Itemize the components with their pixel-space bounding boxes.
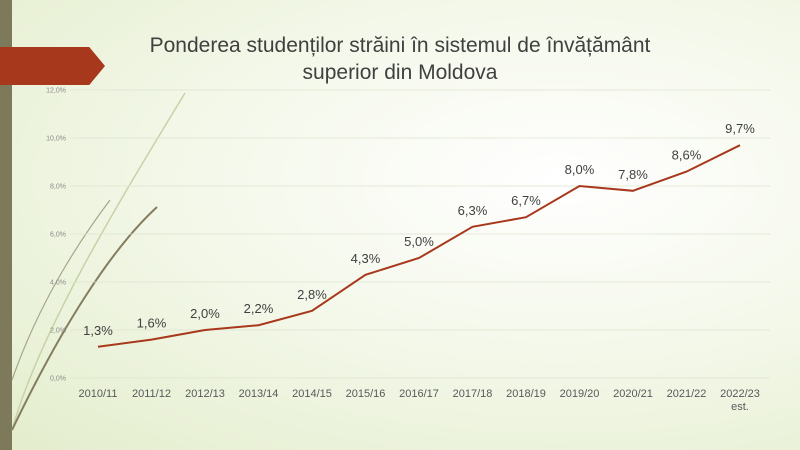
- decor-curve: [11, 199, 111, 381]
- y-tick-label: 4,0%: [50, 280, 66, 287]
- y-tick-label: 6,0%: [50, 232, 66, 239]
- decor-arrow: [0, 47, 105, 85]
- x-tick-label: 2015/16: [346, 388, 386, 400]
- x-tick-label: 2011/12: [132, 388, 171, 400]
- data-label: 6,3%: [458, 203, 488, 218]
- x-tick-label: 2018/19: [506, 388, 546, 400]
- data-label: 1,6%: [137, 316, 167, 331]
- y-tick-label: 2,0%: [50, 328, 66, 335]
- data-label: 1,3%: [83, 323, 113, 338]
- x-tick-label: 2014/15: [292, 388, 332, 400]
- data-label: 6,7%: [511, 193, 541, 208]
- decor-curve: [11, 206, 158, 431]
- data-label: 2,2%: [244, 301, 274, 316]
- x-tick-label: 2019/20: [560, 388, 600, 400]
- x-tick-label: 2017/18: [453, 388, 493, 400]
- data-label: 4,3%: [351, 251, 381, 266]
- decor-curve: [11, 92, 186, 431]
- x-tick-label: 2016/17: [399, 388, 439, 400]
- y-tick-label: 8,0%: [50, 184, 66, 191]
- x-tick-label: 2021/22: [667, 388, 707, 400]
- data-label: 8,6%: [672, 148, 702, 163]
- y-tick-label: 12,0%: [46, 88, 66, 95]
- data-label: 2,8%: [297, 287, 327, 302]
- x-tick-label: 2022/23: [720, 388, 760, 400]
- y-tick-label: 10,0%: [46, 136, 66, 143]
- x-tick-label: 2010/11: [79, 388, 118, 400]
- data-label: 9,7%: [725, 121, 755, 136]
- x-tick-label: est.: [731, 401, 749, 413]
- y-tick-label: 0,0%: [50, 376, 66, 383]
- x-tick-label: 2012/13: [185, 388, 225, 400]
- left-decor-bar: [0, 0, 12, 450]
- data-label: 2,0%: [190, 306, 220, 321]
- data-label: 8,0%: [565, 162, 595, 177]
- x-tick-label: 2013/14: [239, 388, 279, 400]
- data-label: 7,8%: [618, 167, 648, 182]
- chart-title: Ponderea studenților străini în sistemul…: [149, 34, 651, 84]
- x-tick-label: 2020/21: [613, 388, 653, 400]
- data-label: 5,0%: [404, 234, 434, 249]
- series-line: [97, 144, 741, 348]
